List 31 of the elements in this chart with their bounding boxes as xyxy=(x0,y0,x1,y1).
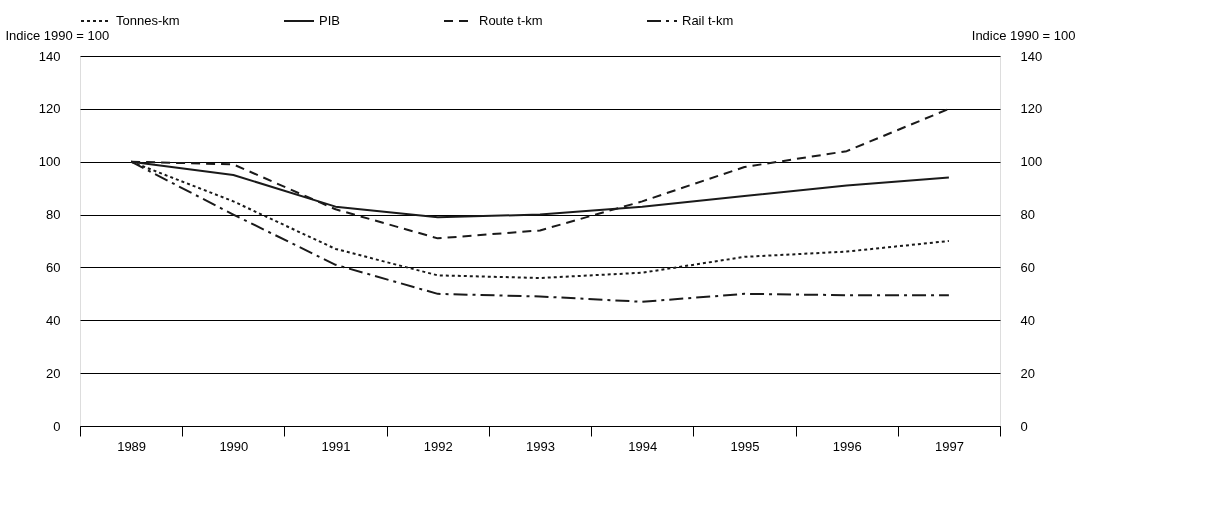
y-tick-label: 20 xyxy=(46,365,61,381)
y2-tick-label: 0 xyxy=(1020,418,1028,434)
x-tick-label: 1993 xyxy=(526,438,555,454)
y-tick-label: 60 xyxy=(46,259,61,275)
x-tick-label: 1989 xyxy=(117,438,147,454)
y-tick-label: 120 xyxy=(38,101,61,117)
x-tick-label: 1996 xyxy=(832,438,862,454)
x-tick-label: 1991 xyxy=(321,438,351,454)
y2-tick-label: 100 xyxy=(1020,154,1043,170)
legend-label: Rail t-km xyxy=(682,13,734,28)
y-tick-label: 0 xyxy=(53,418,61,434)
y2-tick-label: 120 xyxy=(1020,101,1043,117)
y2-tick-label: 80 xyxy=(1020,207,1035,223)
legend-label: Route t-km xyxy=(479,13,543,28)
y2-tick-label: 20 xyxy=(1020,365,1035,381)
y2-tick-label: 140 xyxy=(1020,48,1043,64)
y-tick-label: 100 xyxy=(38,154,61,170)
x-tick-label: 1995 xyxy=(730,438,760,454)
x-tick-label: 1997 xyxy=(934,438,964,454)
x-tick-label: 1992 xyxy=(423,438,453,454)
y-tick-label: 80 xyxy=(46,207,61,223)
legend-label: PIB xyxy=(319,13,340,28)
y2-axis-title: Indice 1990 = 100 xyxy=(971,27,1076,43)
x-tick-label: 1994 xyxy=(628,438,658,454)
y-tick-label: 140 xyxy=(38,48,61,64)
legend-label: Tonnes-km xyxy=(116,13,180,28)
y-axis-title: Indice 1990 = 100 xyxy=(5,27,110,43)
y2-tick-label: 60 xyxy=(1020,259,1035,275)
y-tick-label: 40 xyxy=(46,312,61,328)
x-tick-label: 1990 xyxy=(219,438,249,454)
y2-tick-label: 40 xyxy=(1020,312,1035,328)
